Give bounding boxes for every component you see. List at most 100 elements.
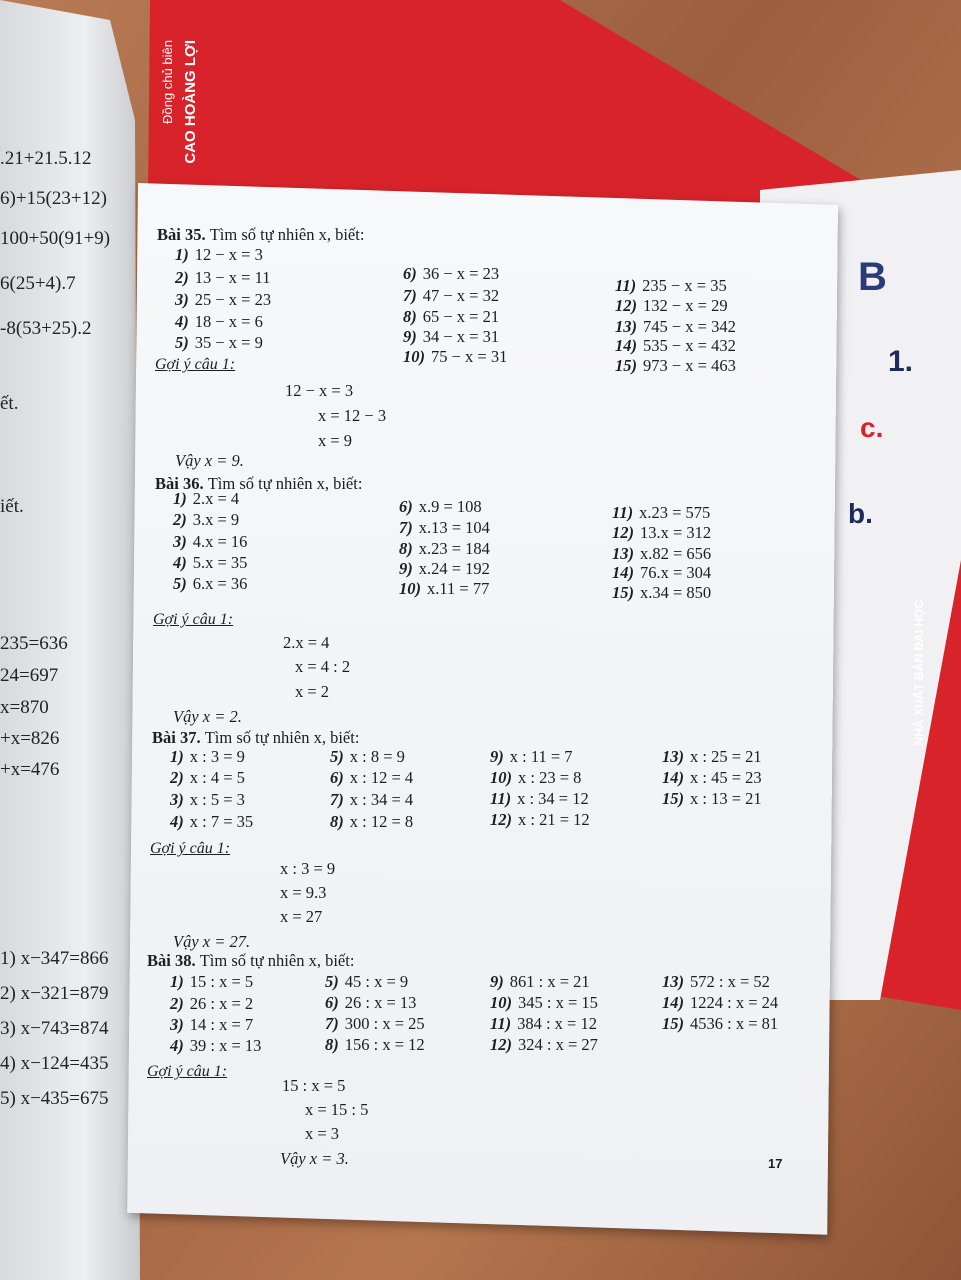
item-number: 14) [612,563,634,582]
item-number: 3) [170,790,184,809]
solution-step: 12 − x = 3 [285,381,354,400]
item-number: 4) [170,1036,184,1055]
item-equation: 13.x = 312 [640,523,712,542]
item-number: 6) [325,993,339,1012]
item-number: 12) [615,296,637,315]
exercise-title: Bài 38. Tìm số tự nhiên x, biết: [147,951,354,971]
item-equation: x.34 = 850 [640,583,712,602]
item-number: 13) [662,972,684,991]
left-page-fragment: 2) x−321=879 [0,983,109,1004]
exercise-instruction: Tìm số tự nhiên x, biết: [209,225,365,244]
problem-item: 2) x : 4 = 5 [170,768,245,788]
left-page-fragment: 100+50(91+9) [0,228,111,249]
item-equation: 18 − x = 6 [194,312,263,331]
item-equation: x.23 = 575 [639,503,711,522]
left-page-fragment: +x=826 [0,728,60,749]
item-equation: 235 − x = 35 [642,276,727,295]
left-page-fragment: 3) x−743=874 [0,1018,109,1039]
left-page-fragment: 24=697 [0,665,59,686]
solution-step: 15 : x = 5 [282,1076,346,1095]
problem-item: 15) 4536 : x = 81 [662,1014,778,1034]
conclusion: Vậy x = 27. [173,932,251,951]
left-page-fragment: 235=636 [0,633,68,654]
item-equation: 2.x = 4 [192,489,240,508]
cover-letter: b. [848,498,873,529]
item-equation: 65 − x = 21 [422,307,500,326]
left-page-fragment: .21+21.5.12 [0,148,92,169]
item-number: 14) [662,993,684,1012]
problem-item: 2) 26 : x = 2 [170,994,253,1014]
item-equation: 572 : x = 52 [690,972,770,991]
item-number: 14) [615,336,637,355]
problem-item: 1) 15 : x = 5 [170,972,253,992]
exercise-instruction: Tìm số tự nhiên x, biết: [207,474,363,493]
problem-item: 11) x : 34 = 12 [490,789,589,809]
problem-item: 13) x.82 = 656 [612,544,711,564]
solution-step: 2.x = 4 [283,633,330,652]
item-number: 5) [175,333,189,352]
problem-item: 14) x : 45 = 23 [662,768,762,788]
left-page-fragment: 1) x−347=866 [0,948,109,969]
exercise-number: Bài 36. [155,474,204,493]
exercise-title: Bài 36. Tìm số tự nhiên x, biết: [155,474,362,494]
cover-letter: 1. [888,345,914,378]
problem-item: 12) 324 : x = 27 [490,1035,598,1055]
item-number: 9) [490,972,504,991]
left-book-page [0,0,140,1280]
problem-item: 3) x : 5 = 3 [170,790,245,810]
item-number: 8) [399,539,413,558]
cover-authors: Đồng chủ biên [160,40,175,124]
item-equation: x : 23 = 8 [518,768,582,787]
exercise-title: Bài 37. Tìm số tự nhiên x, biết: [152,728,359,748]
problem-item: 9) x.24 = 192 [399,559,490,579]
problem-item: 15) x.34 = 850 [612,583,711,603]
problem-item: 12) x : 21 = 12 [490,810,590,830]
item-equation: 75 − x = 31 [431,347,508,366]
item-number: 10) [399,579,421,598]
problem-item: 11) x.23 = 575 [612,503,710,523]
problem-item: 2) 3.x = 9 [173,510,239,530]
item-equation: 324 : x = 27 [518,1035,598,1054]
item-equation: 15 : x = 5 [189,972,254,991]
item-number: 2) [175,268,189,287]
item-number: 5) [173,574,187,593]
solution-step: x = 4 : 2 [295,657,351,676]
hint-label: Gợi ý câu 1: [155,356,236,373]
problem-item: 3) 14 : x = 7 [170,1015,253,1035]
solution-step: x = 2 [295,682,330,701]
cover-publisher: NHÀ XUẤT BẢN ĐẠI HỌC [912,600,926,746]
exercise-title: Bài 35. Tìm số tự nhiên x, biết: [157,225,364,245]
item-equation: 4.x = 16 [192,532,248,551]
item-number: 15) [612,583,634,602]
problem-item: 8) 65 − x = 21 [403,307,499,327]
item-equation: 861 : x = 21 [509,972,590,991]
item-number: 8) [330,812,344,831]
item-equation: x : 13 = 21 [690,789,762,808]
item-number: 6) [403,264,417,283]
item-number: 9) [490,747,504,766]
item-number: 6) [399,497,413,516]
problem-item: 4) 39 : x = 13 [170,1036,261,1056]
problem-item: 8) x : 12 = 8 [330,812,413,832]
item-equation: 26 : x = 2 [189,994,254,1013]
item-number: 11) [490,789,512,808]
item-number: 13) [612,544,634,563]
problem-item: 1) x : 3 = 9 [170,747,245,767]
problem-item: 7) 47 − x = 32 [403,286,499,306]
problem-item: 13) 572 : x = 52 [662,972,770,992]
item-number: 11) [612,503,634,522]
item-equation: 132 − x = 29 [643,296,728,315]
left-page-fragment: x=870 [0,697,49,718]
item-equation: x : 25 = 21 [690,747,762,766]
exercise-instruction: Tìm số tự nhiên x, biết: [199,951,355,970]
item-equation: 1224 : x = 24 [690,993,779,1012]
problem-item: 3) 4.x = 16 [173,532,247,552]
item-equation: x : 7 = 35 [189,812,254,831]
item-number: 5) [330,747,344,766]
problem-item: 7) x.13 = 104 [399,518,490,538]
problem-item: 10) x.11 = 77 [399,579,489,599]
exercise-number: Bài 38. [147,951,196,970]
problem-item: 4) 18 − x = 6 [175,312,263,332]
problem-item: 14) 1224 : x = 24 [662,993,778,1013]
problem-item: 10) x : 23 = 8 [490,768,581,788]
